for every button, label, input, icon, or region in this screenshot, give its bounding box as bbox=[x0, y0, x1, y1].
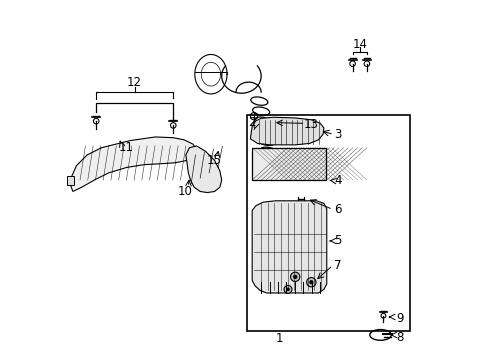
Circle shape bbox=[309, 280, 314, 284]
Circle shape bbox=[284, 285, 292, 293]
Polygon shape bbox=[68, 176, 74, 185]
Text: 6: 6 bbox=[334, 203, 341, 216]
Text: 7: 7 bbox=[334, 259, 341, 272]
Text: 8: 8 bbox=[396, 330, 404, 343]
Circle shape bbox=[291, 272, 300, 282]
Polygon shape bbox=[250, 117, 324, 145]
Text: 5: 5 bbox=[335, 234, 342, 247]
Text: 10: 10 bbox=[177, 185, 192, 198]
Bar bbox=[247, 116, 410, 330]
Polygon shape bbox=[252, 201, 327, 293]
Circle shape bbox=[293, 275, 297, 279]
Text: 2: 2 bbox=[248, 116, 255, 129]
Polygon shape bbox=[69, 137, 196, 192]
Polygon shape bbox=[186, 146, 221, 193]
Bar bbox=[252, 148, 326, 180]
Text: 13: 13 bbox=[303, 118, 318, 131]
Text: 12: 12 bbox=[127, 76, 142, 89]
Text: 3: 3 bbox=[335, 128, 342, 141]
Circle shape bbox=[286, 288, 290, 291]
Text: 4: 4 bbox=[335, 174, 342, 187]
Text: 9: 9 bbox=[396, 311, 404, 325]
Text: 11: 11 bbox=[119, 141, 133, 154]
Text: 15: 15 bbox=[207, 154, 222, 167]
Text: 1: 1 bbox=[275, 332, 283, 345]
Text: 14: 14 bbox=[352, 38, 368, 51]
Circle shape bbox=[307, 278, 316, 287]
